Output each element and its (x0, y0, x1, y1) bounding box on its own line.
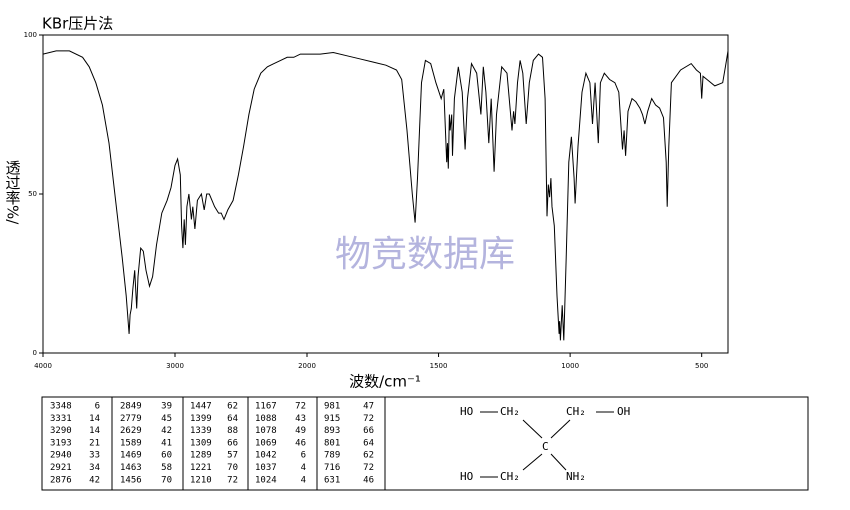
structure-label: HO (460, 405, 473, 418)
peak-transmittance: 4 (301, 463, 306, 473)
peak-transmittance: 46 (363, 475, 374, 485)
structure-label: NH₂ (566, 470, 586, 483)
peak-transmittance: 14 (89, 426, 100, 436)
peak-transmittance: 43 (295, 414, 306, 424)
peak-transmittance: 6 (301, 451, 306, 461)
peak-wavenumber: 1088 (255, 414, 277, 424)
peak-transmittance: 6 (95, 402, 100, 412)
peak-wavenumber: 2876 (50, 475, 72, 485)
peak-wavenumber: 801 (324, 438, 340, 448)
peak-transmittance: 57 (227, 451, 238, 461)
structure-label: CH₂ (566, 405, 586, 418)
peak-transmittance: 66 (227, 438, 238, 448)
structure-bonds (480, 411, 614, 478)
peak-wavenumber: 2940 (50, 451, 72, 461)
peak-transmittance: 33 (89, 451, 100, 461)
structure-label: HO (460, 470, 473, 483)
peak-transmittance: 72 (363, 414, 374, 424)
peak-wavenumber: 2779 (120, 414, 142, 424)
x-tick-label: 3000 (166, 362, 184, 370)
peak-wavenumber: 893 (324, 426, 340, 436)
peak-transmittance: 66 (363, 426, 374, 436)
structure-label: CH₂ (500, 470, 520, 483)
peak-transmittance: 34 (89, 463, 100, 473)
peak-transmittance: 58 (161, 463, 172, 473)
peak-transmittance: 42 (89, 475, 100, 485)
peak-transmittance: 46 (295, 438, 306, 448)
peak-wavenumber: 3331 (50, 414, 72, 424)
peak-wavenumber: 1447 (190, 402, 212, 412)
peak-transmittance: 72 (363, 463, 374, 473)
peak-transmittance: 62 (363, 451, 374, 461)
structure-label: CH₂ (500, 405, 520, 418)
peak-transmittance: 70 (227, 463, 238, 473)
structure-label: C (542, 440, 549, 453)
peak-transmittance: 39 (161, 402, 172, 412)
peak-transmittance: 64 (227, 414, 238, 424)
peak-transmittance: 47 (363, 402, 374, 412)
peak-wavenumber: 1221 (190, 463, 212, 473)
peak-transmittance: 42 (161, 426, 172, 436)
peak-wavenumber: 1210 (190, 475, 212, 485)
peak-wavenumber: 2629 (120, 426, 142, 436)
peak-transmittance: 72 (227, 475, 238, 485)
peak-transmittance: 60 (161, 451, 172, 461)
peak-wavenumber: 1289 (190, 451, 212, 461)
peak-wavenumber: 716 (324, 463, 340, 473)
table-dividers (111, 397, 386, 490)
x-tick-label: 1000 (561, 362, 579, 370)
peak-wavenumber: 3193 (50, 438, 72, 448)
x-tick-label: 4000 (34, 362, 52, 370)
peak-wavenumber: 1469 (120, 451, 142, 461)
peak-wavenumber: 1069 (255, 438, 277, 448)
peak-wavenumber: 1399 (190, 414, 212, 424)
peak-wavenumber: 981 (324, 402, 340, 412)
peak-transmittance: 62 (227, 402, 238, 412)
watermark: 物竞数据库 (335, 234, 515, 275)
y-tick-label: 50 (28, 190, 37, 198)
peak-wavenumber: 1456 (120, 475, 142, 485)
peak-wavenumber: 789 (324, 451, 340, 461)
y-tick-label: 100 (24, 31, 37, 39)
peak-wavenumber: 1078 (255, 426, 277, 436)
peak-transmittance: 41 (161, 438, 172, 448)
peak-transmittance: 4 (301, 475, 306, 485)
peak-wavenumber: 1167 (255, 402, 277, 412)
peak-wavenumber: 3290 (50, 426, 72, 436)
y-tick-label: 0 (33, 349, 37, 357)
peak-transmittance: 21 (89, 438, 100, 448)
peak-wavenumber: 3348 (50, 402, 72, 412)
peak-wavenumber: 1309 (190, 438, 212, 448)
peak-transmittance: 72 (295, 402, 306, 412)
peak-wavenumber: 1339 (190, 426, 212, 436)
y-axis-label: 透过率%/ (4, 160, 22, 225)
peak-wavenumber: 915 (324, 414, 340, 424)
peak-transmittance: 88 (227, 426, 238, 436)
peak-transmittance: 45 (161, 414, 172, 424)
peak-transmittance: 49 (295, 426, 306, 436)
peak-wavenumber: 1589 (120, 438, 142, 448)
chart-title: KBr压片法 (42, 15, 113, 33)
peak-wavenumber: 1463 (120, 463, 142, 473)
x-axis-label: 波数/cm⁻¹ (349, 373, 421, 391)
peak-wavenumber: 1037 (255, 463, 277, 473)
peak-wavenumber: 2921 (50, 463, 72, 473)
peak-wavenumber: 1042 (255, 451, 277, 461)
x-tick-label: 1500 (430, 362, 448, 370)
x-tick-label: 2000 (298, 362, 316, 370)
peak-transmittance: 64 (363, 438, 374, 448)
table-frame (41, 396, 809, 491)
peak-wavenumber: 2849 (120, 402, 142, 412)
peak-wavenumber: 1024 (255, 475, 277, 485)
plot-frame (42, 34, 729, 354)
x-tick-label: 500 (695, 362, 708, 370)
structure-label: OH (617, 405, 630, 418)
peak-transmittance: 14 (89, 414, 100, 424)
peak-transmittance: 70 (161, 475, 172, 485)
spectrum-line (42, 50, 729, 341)
peak-wavenumber: 631 (324, 475, 340, 485)
